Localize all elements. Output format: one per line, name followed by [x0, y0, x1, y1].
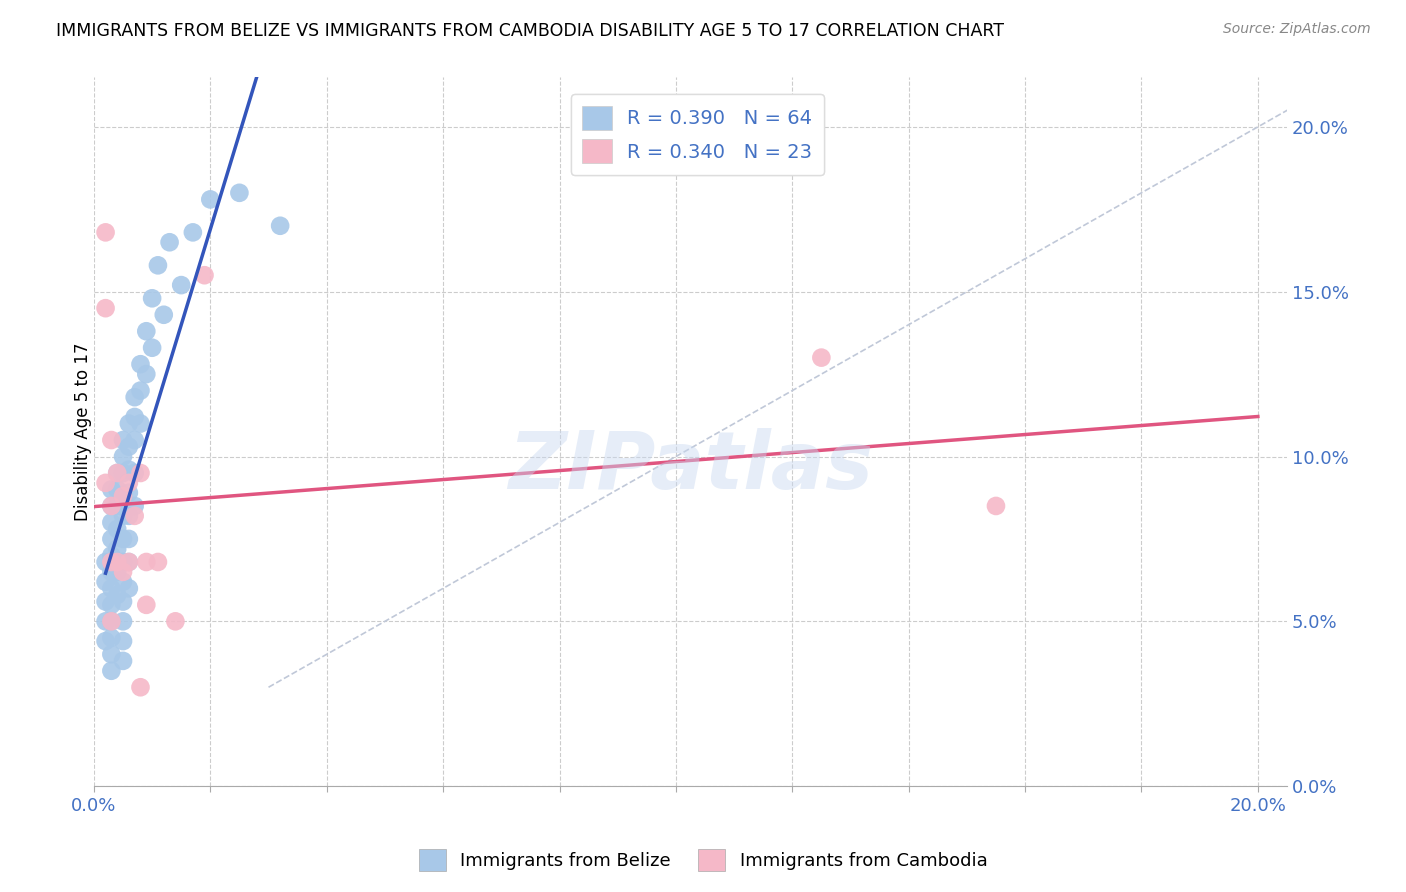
Point [112, 433, 135, 447]
Legend: Immigrants from Belize, Immigrants from Cambodia: Immigrants from Belize, Immigrants from … [412, 842, 994, 879]
Point [112, 489, 135, 503]
Point [135, 367, 157, 381]
Point [135, 324, 157, 338]
Point [181, 225, 204, 239]
Point [112, 450, 135, 464]
Point [100, 615, 122, 629]
Point [112, 565, 135, 579]
Point [94, 615, 117, 629]
Point [984, 499, 1007, 513]
Point [112, 594, 135, 608]
Point [112, 508, 135, 523]
Point [105, 522, 128, 536]
Y-axis label: Disability Age 5 to 17: Disability Age 5 to 17 [75, 343, 91, 521]
Text: ZIPatlas: ZIPatlas [508, 428, 873, 507]
Point [124, 508, 146, 523]
Point [105, 483, 128, 497]
Text: Source: ZipAtlas.com: Source: ZipAtlas.com [1223, 22, 1371, 37]
Point [129, 417, 152, 431]
Point [124, 433, 146, 447]
Point [100, 532, 122, 546]
Point [165, 615, 187, 629]
Point [100, 582, 122, 596]
Point [129, 680, 152, 694]
Point [100, 483, 122, 497]
Point [100, 499, 122, 513]
Point [129, 384, 152, 398]
Point [118, 508, 141, 523]
Point [152, 308, 174, 322]
Point [141, 291, 163, 305]
Text: IMMIGRANTS FROM BELIZE VS IMMIGRANTS FROM CAMBODIA DISABILITY AGE 5 TO 17 CORREL: IMMIGRANTS FROM BELIZE VS IMMIGRANTS FRO… [56, 22, 1004, 40]
Point [112, 634, 135, 648]
Legend: R = 0.390   N = 64, R = 0.340   N = 23: R = 0.390 N = 64, R = 0.340 N = 23 [571, 95, 824, 175]
Point [112, 615, 135, 629]
Point [135, 555, 157, 569]
Point [118, 582, 141, 596]
Point [112, 574, 135, 589]
Point [105, 466, 128, 480]
Point [112, 555, 135, 569]
Point [124, 390, 146, 404]
Point [146, 258, 169, 272]
Point [118, 555, 141, 569]
Point [100, 549, 122, 563]
Point [105, 541, 128, 556]
Point [112, 466, 135, 480]
Point [94, 574, 117, 589]
Point [105, 565, 128, 579]
Point [112, 654, 135, 668]
Point [193, 268, 215, 283]
Point [100, 555, 122, 569]
Point [146, 555, 169, 569]
Point [100, 598, 122, 612]
Point [118, 475, 141, 490]
Point [228, 186, 250, 200]
Point [118, 417, 141, 431]
Point [118, 485, 141, 500]
Point [100, 565, 122, 579]
Point [112, 532, 135, 546]
Point [94, 475, 117, 490]
Point [269, 219, 291, 233]
Point [100, 433, 122, 447]
Point [200, 193, 222, 207]
Point [170, 278, 193, 293]
Point [100, 648, 122, 662]
Point [94, 555, 117, 569]
Point [100, 664, 122, 678]
Point [124, 499, 146, 513]
Point [105, 499, 128, 513]
Point [100, 615, 122, 629]
Point [141, 341, 163, 355]
Point [129, 357, 152, 371]
Point [118, 555, 141, 569]
Point [124, 409, 146, 424]
Point [118, 440, 141, 454]
Point [118, 532, 141, 546]
Point [810, 351, 832, 365]
Point [94, 594, 117, 608]
Point [94, 634, 117, 648]
Point [112, 489, 135, 503]
Point [94, 301, 117, 315]
Point [124, 466, 146, 480]
Point [94, 225, 117, 239]
Point [100, 516, 122, 530]
Point [100, 499, 122, 513]
Point [100, 631, 122, 645]
Point [105, 555, 128, 569]
Point [105, 466, 128, 480]
Point [118, 463, 141, 477]
Point [159, 235, 181, 250]
Point [129, 466, 152, 480]
Point [135, 598, 157, 612]
Point [105, 588, 128, 602]
